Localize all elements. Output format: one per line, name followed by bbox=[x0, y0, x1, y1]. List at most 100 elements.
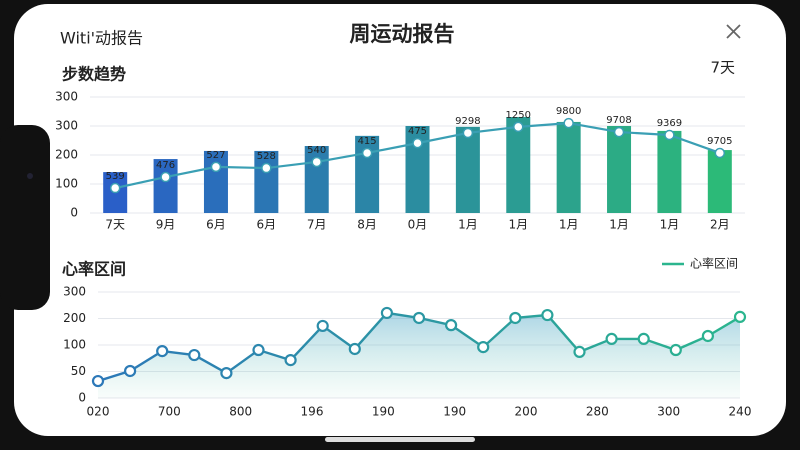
section-title: 心率区间 bbox=[62, 260, 126, 279]
point-label: 9369 bbox=[657, 118, 682, 129]
x-tick-label: 300 bbox=[657, 405, 680, 419]
page-title: 周运动报告 bbox=[350, 22, 455, 46]
point bbox=[573, 345, 586, 358]
point-label: 540 bbox=[307, 145, 326, 156]
bar bbox=[203, 150, 228, 213]
trend-point bbox=[109, 182, 121, 194]
trend-point bbox=[412, 137, 423, 149]
point bbox=[284, 354, 297, 367]
point bbox=[637, 332, 650, 346]
bar bbox=[455, 126, 480, 213]
point bbox=[91, 374, 105, 388]
point bbox=[348, 342, 361, 356]
point-label: 527 bbox=[206, 150, 225, 161]
x-tick-label: 2月 bbox=[710, 218, 730, 232]
point-label: 9705 bbox=[707, 136, 732, 147]
camera bbox=[27, 173, 33, 179]
screen-area bbox=[14, 4, 786, 436]
point-label: 9708 bbox=[606, 115, 631, 126]
x-tick-label: 6月 bbox=[206, 218, 226, 232]
x-tick-label: 0月 bbox=[408, 218, 428, 232]
x-tick-label: 1月 bbox=[559, 218, 579, 232]
trend-point bbox=[311, 156, 322, 168]
bar bbox=[506, 117, 531, 213]
y-tick-label: 300 bbox=[63, 285, 86, 299]
area bbox=[98, 312, 740, 398]
x-tick-label: 1月 bbox=[609, 218, 629, 232]
y-tick-label: 100 bbox=[63, 338, 86, 352]
trend-point bbox=[714, 147, 726, 159]
bar bbox=[707, 150, 732, 213]
y-tick-label: 0 bbox=[70, 206, 78, 220]
y-tick-label: 200 bbox=[63, 311, 86, 325]
x-tick-label: 8月 bbox=[357, 218, 377, 232]
bar bbox=[304, 146, 329, 213]
point bbox=[156, 344, 169, 358]
point-label: 475 bbox=[408, 126, 427, 137]
x-tick-label: 6月 bbox=[257, 218, 277, 232]
trend-point bbox=[261, 162, 272, 174]
x-tick-label: 196 bbox=[301, 405, 324, 419]
x-tick-label: 7天 bbox=[105, 218, 125, 232]
point bbox=[733, 310, 747, 324]
close-button[interactable] bbox=[726, 24, 741, 39]
point-label: 528 bbox=[257, 151, 276, 162]
y-tick-label: 50 bbox=[71, 364, 86, 378]
home-bar bbox=[325, 437, 475, 442]
point-label: 476 bbox=[156, 160, 175, 171]
bar bbox=[153, 159, 178, 213]
bar bbox=[657, 130, 682, 213]
y-tick-label: 0 bbox=[78, 391, 86, 405]
point bbox=[188, 348, 201, 362]
period: 7天 bbox=[710, 59, 735, 77]
point-label: 415 bbox=[358, 136, 377, 147]
y-tick-label: 200 bbox=[55, 148, 78, 162]
point bbox=[541, 308, 554, 322]
bar bbox=[607, 126, 632, 213]
x-tick-label: 7月 bbox=[307, 218, 327, 232]
x-tick-label: 280 bbox=[586, 405, 609, 419]
app-label: Witi'动报告 bbox=[60, 29, 143, 48]
trend-point bbox=[210, 161, 222, 173]
point-label: 539 bbox=[106, 171, 125, 182]
bar bbox=[556, 121, 581, 213]
x-tick-label: 240 bbox=[729, 405, 752, 419]
y-tick-label: 300 bbox=[55, 119, 78, 133]
point bbox=[412, 311, 426, 325]
trend-point bbox=[462, 127, 474, 139]
trend-point bbox=[513, 121, 524, 133]
y-tick-label: 300 bbox=[55, 90, 78, 104]
x-tick-label: 9月 bbox=[156, 218, 176, 232]
point bbox=[252, 343, 265, 357]
point-label: 9800 bbox=[556, 106, 581, 117]
y-tick-label: 100 bbox=[55, 177, 78, 191]
point bbox=[509, 311, 522, 325]
trend-point bbox=[664, 129, 675, 141]
trend-point bbox=[361, 147, 373, 159]
x-tick-label: 190 bbox=[443, 405, 466, 419]
point bbox=[477, 341, 490, 354]
section-title: 步数趋势 bbox=[62, 65, 126, 84]
trend-point bbox=[160, 171, 171, 183]
point bbox=[316, 319, 329, 333]
x-tick-label: 700 bbox=[158, 405, 181, 419]
point bbox=[124, 364, 137, 378]
point-label: 9298 bbox=[455, 116, 480, 127]
x-tick-label: 1月 bbox=[458, 218, 478, 232]
x-tick-label: 200 bbox=[515, 405, 538, 419]
point bbox=[380, 306, 393, 320]
x-tick-label: 1月 bbox=[508, 218, 528, 232]
bar bbox=[254, 150, 279, 213]
x-tick-label: 020 bbox=[87, 405, 110, 419]
x-tick-label: 1月 bbox=[660, 218, 680, 232]
point-label: 1250 bbox=[506, 110, 531, 121]
point bbox=[445, 319, 458, 332]
x-tick-label: 190 bbox=[372, 405, 395, 419]
x-tick-label: 800 bbox=[229, 405, 252, 419]
point bbox=[701, 329, 715, 343]
point bbox=[605, 332, 618, 346]
point bbox=[220, 366, 233, 380]
point bbox=[669, 343, 682, 357]
legend-label: 心率区间 bbox=[690, 256, 738, 271]
